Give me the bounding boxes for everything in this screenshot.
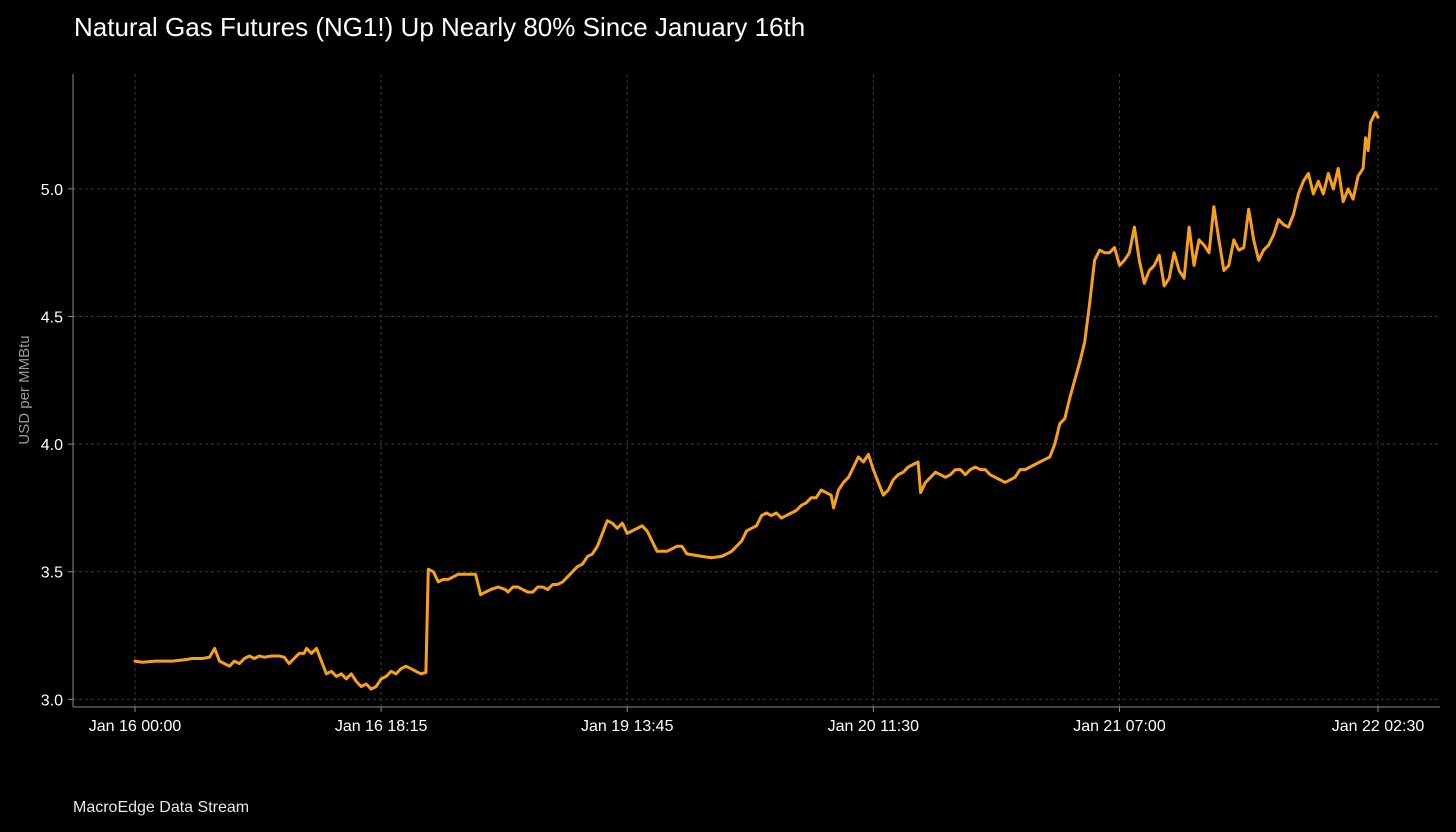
- y-tick-label: 3.0: [41, 692, 63, 709]
- x-tick-label: Jan 22 02:30: [1332, 718, 1425, 735]
- x-tick-label: Jan 21 07:00: [1073, 718, 1166, 735]
- axes: [72, 74, 1440, 708]
- y-axis-label: USD per MMBtu: [16, 335, 33, 444]
- x-tick-label: Jan 16 18:15: [335, 718, 428, 735]
- grid-lines: [73, 74, 1440, 707]
- y-tick-label: 5.0: [41, 182, 63, 199]
- source-footer: MacroEdge Data Stream: [73, 799, 250, 816]
- y-tick-label: 4.5: [41, 309, 63, 326]
- x-tick-label: Jan 20 11:30: [828, 718, 919, 735]
- x-tick-label: Jan 19 13:45: [581, 718, 674, 735]
- x-tick-label: Jan 16 00:00: [89, 718, 182, 735]
- y-axis-ticks: 3.0 3.5 4.0 4.5 5.0: [41, 182, 73, 709]
- series-line: [133, 110, 1380, 691]
- y-tick-label: 4.0: [41, 437, 63, 454]
- chart-title: Natural Gas Futures (NG1!) Up Nearly 80%…: [74, 12, 806, 42]
- y-tick-label: 3.5: [41, 565, 63, 582]
- x-axis-ticks: Jan 16 00:00 Jan 16 18:15 Jan 19 13:45 Jan …: [89, 707, 1425, 735]
